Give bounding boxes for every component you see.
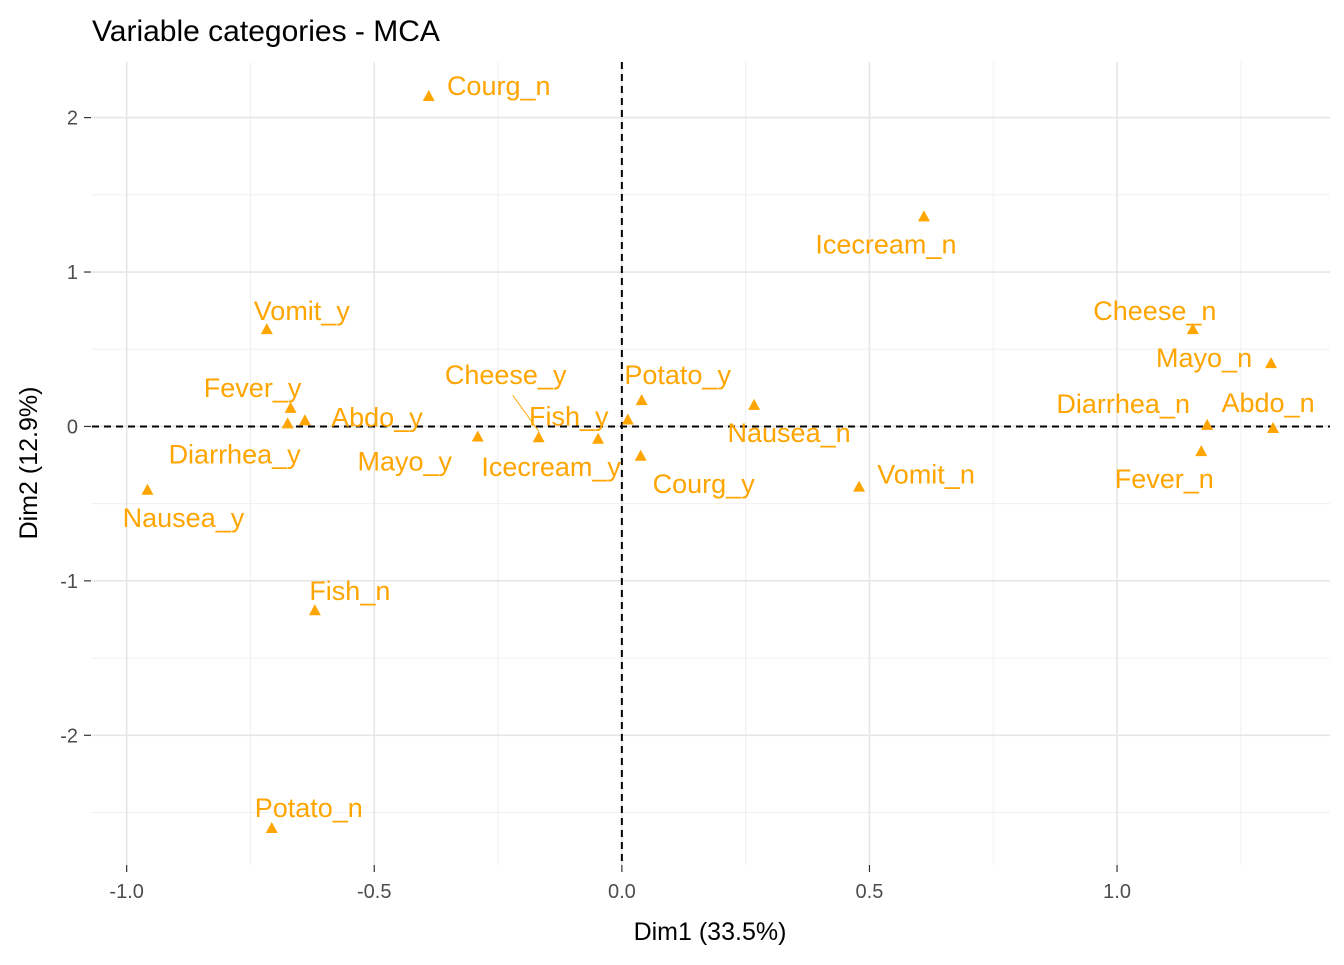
leader-line (512, 394, 540, 432)
point-marker (1267, 421, 1280, 433)
point-marker (281, 417, 294, 429)
point-label: Fever_y (204, 373, 302, 403)
chart-title: Variable categories - MCA (92, 15, 440, 48)
point-marker (284, 401, 297, 413)
point-marker (308, 604, 321, 616)
point-label: Icecream_y (481, 452, 621, 482)
point-label: Potato_y (624, 360, 731, 390)
point-marker (621, 413, 634, 425)
point-marker (634, 449, 647, 461)
x-tick-label: 1.0 (1103, 881, 1131, 903)
point-label: Fish_y (529, 401, 609, 431)
point-label: Courg_n (447, 71, 551, 101)
point-marker (917, 210, 930, 222)
point-marker (141, 483, 154, 495)
point-marker (592, 432, 605, 444)
point-marker (1186, 323, 1199, 335)
point-label: Icecream_n (815, 229, 956, 259)
point-label: Fish_n (309, 576, 390, 606)
point-marker (1201, 418, 1214, 430)
y-tick-label: -1 (60, 571, 78, 593)
point-label: Abdo_n (1222, 388, 1315, 418)
y-tick-label: 2 (67, 108, 78, 130)
point-marker (1265, 357, 1278, 369)
point-marker (422, 89, 435, 101)
point-marker (471, 430, 484, 442)
point-label: Vomit_y (254, 296, 351, 326)
x-tick-label: -1.0 (109, 881, 143, 903)
point-marker (853, 480, 866, 492)
axes: -1.0 -0.5 0.0 0.5 1.0 -2 -1 0 1 2 (60, 62, 1330, 903)
y-axis-label: Dim2 (12.9%) (15, 387, 43, 540)
point-label: Potato_n (255, 793, 363, 823)
point-label: Diarrhea_n (1056, 389, 1190, 419)
x-axis-label: Dim1 (33.5%) (634, 918, 787, 946)
point-label: Courg_y (653, 469, 756, 499)
point-label: Mayo_n (1156, 343, 1252, 373)
data-points: Courg_n Icecream_n Vomit_y Cheese_n Mayo_n Fe… (123, 71, 1315, 833)
point-label: Nausea_n (728, 418, 851, 448)
point-label: Cheese_n (1093, 296, 1216, 326)
point-marker (635, 394, 648, 406)
y-tick-label: 0 (67, 416, 78, 438)
x-tick-label: 0.0 (608, 881, 636, 903)
point-marker (298, 414, 311, 426)
point-marker (532, 431, 545, 443)
point-label: Mayo_y (357, 446, 452, 476)
x-tick-label: 0.5 (856, 881, 884, 903)
x-tick-label: -0.5 (357, 881, 391, 903)
point-label: Diarrhea_y (169, 439, 302, 469)
point-label: Vomit_n (877, 460, 975, 490)
point-marker (1195, 445, 1208, 457)
point-label: Cheese_y (445, 360, 567, 390)
point-marker (748, 398, 761, 410)
point-label: Fever_n (1115, 464, 1214, 494)
y-tick-label: 1 (67, 262, 78, 284)
point-marker (260, 323, 273, 335)
y-tick-label: -2 (60, 725, 78, 747)
point-label: Nausea_y (123, 503, 245, 533)
point-label: Abdo_y (331, 402, 423, 432)
point-marker (265, 821, 278, 833)
